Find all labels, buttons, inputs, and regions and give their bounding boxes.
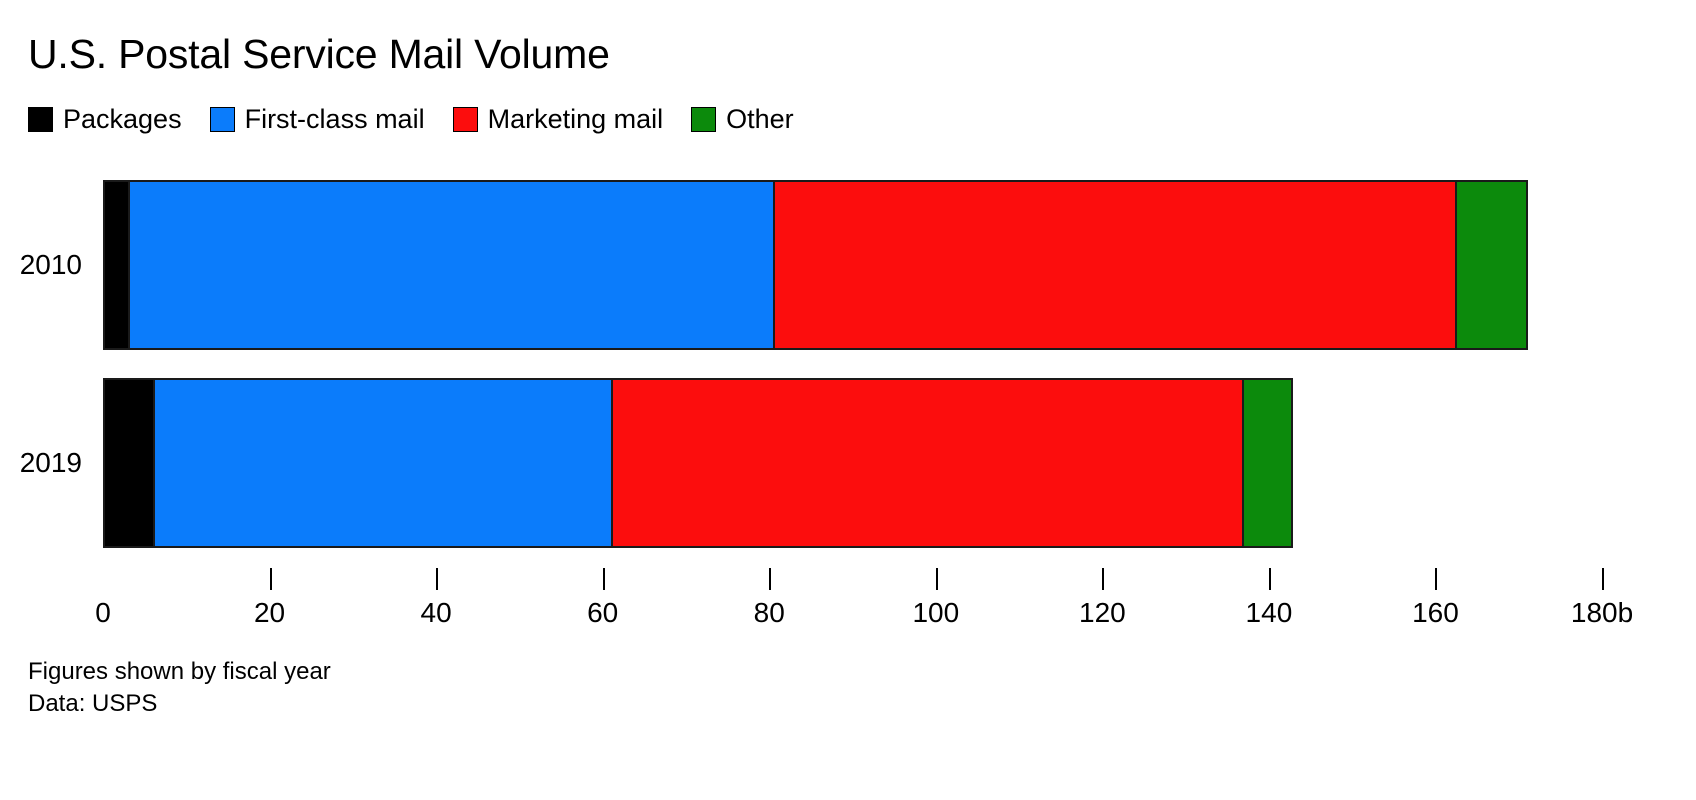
x-axis-tick-label: 180b — [1570, 597, 1634, 628]
legend-item-label: First-class mail — [244, 104, 425, 134]
legend-item-label: Packages — [63, 104, 182, 134]
bar-segment[interactable] — [1457, 180, 1528, 350]
x-axis-tick-label: 100 — [912, 597, 960, 628]
legend-item[interactable]: Marketing mail — [452, 102, 664, 136]
x-axis-tick — [769, 568, 772, 590]
x-axis-tick — [602, 568, 605, 590]
y-axis-tick-label: 2019 — [19, 447, 82, 478]
footnote-data-source: Data: USPS — [28, 690, 158, 717]
x-axis-tick-label: 60 — [587, 597, 619, 628]
footnote-fiscal-year: Figures shown by fiscal year — [28, 658, 331, 685]
page-title: U.S. Postal Service Mail Volume — [28, 31, 610, 77]
x-axis-tick — [935, 568, 938, 590]
x-axis-tick-label: 120 — [1079, 597, 1126, 628]
legend-item[interactable]: Packages — [28, 102, 182, 136]
bar-row: 2010 — [0, 180, 1696, 350]
y-axis-tick-label: 2010 — [19, 249, 82, 280]
bar-segment[interactable] — [129, 180, 776, 350]
legend-item-label: Other — [726, 104, 794, 134]
x-axis-tick — [269, 568, 272, 590]
x-axis-tick-label: 160 — [1412, 597, 1459, 628]
x-axis-tick — [1435, 568, 1438, 590]
x-axis-tick-label: 0 — [95, 597, 111, 628]
bar-segment[interactable] — [775, 180, 1458, 350]
bar-segment[interactable] — [103, 378, 155, 548]
x-axis-tick — [1602, 568, 1605, 590]
legend-swatch-icon — [452, 106, 478, 132]
x-axis-tick-label: 20 — [253, 597, 286, 628]
chart-legend: Packages First-class mail Marketing mail Ot… — [28, 102, 822, 136]
bar-segment[interactable] — [103, 180, 130, 350]
bar-segment[interactable] — [612, 378, 1244, 548]
x-axis-tick-label: 40 — [420, 597, 452, 628]
bar-segment[interactable] — [1243, 378, 1294, 548]
chart-footnotes: Figures shown by fiscal year Data: USPS — [28, 656, 331, 720]
legend-swatch-icon — [28, 106, 53, 132]
stacked-bar — [103, 378, 1294, 548]
x-axis-tick — [1102, 568, 1105, 590]
stacked-bar — [103, 180, 1528, 350]
legend-item[interactable]: First-class mail — [209, 102, 425, 136]
legend-swatch-icon — [209, 106, 235, 132]
legend-item[interactable]: Other — [691, 102, 794, 136]
x-axis-tick-label: 80 — [753, 597, 785, 628]
bar-row: 2019 — [0, 378, 1696, 548]
x-axis-tick — [436, 568, 439, 590]
x-axis-tick-label: 140 — [1245, 597, 1293, 628]
x-axis-tick — [1268, 568, 1271, 590]
x-axis: 0 20 40 60 80 100 120 140 160 180b — [0, 560, 1696, 640]
bar-segment[interactable] — [154, 378, 613, 548]
plot-area: 2010 2019 — [0, 170, 1696, 570]
legend-swatch-icon — [691, 106, 717, 132]
legend-item-label: Marketing mail — [487, 104, 664, 134]
